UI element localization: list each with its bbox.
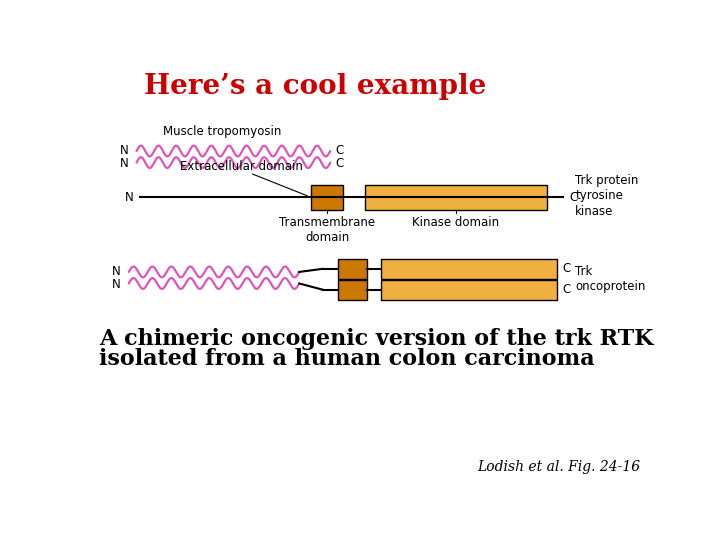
Text: N: N <box>120 144 129 157</box>
Bar <box>338 259 367 279</box>
Text: Muscle tropomyosin: Muscle tropomyosin <box>163 125 281 138</box>
Text: N: N <box>120 157 129 170</box>
Bar <box>381 259 557 279</box>
Text: Trk
oncoprotein: Trk oncoprotein <box>575 265 646 294</box>
Text: A chimeric oncogenic version of the trk RTK: A chimeric oncogenic version of the trk … <box>99 328 654 350</box>
Bar <box>338 280 367 300</box>
Text: C: C <box>335 144 343 157</box>
Text: Trk protein
tyrosine
kinase: Trk protein tyrosine kinase <box>575 174 639 218</box>
Text: Here’s a cool example: Here’s a cool example <box>144 72 487 99</box>
Bar <box>311 185 343 210</box>
Text: isolated from a human colon carcinoma: isolated from a human colon carcinoma <box>99 348 595 370</box>
Text: N: N <box>112 265 121 278</box>
Text: C: C <box>569 191 577 204</box>
Text: N: N <box>112 278 121 291</box>
Bar <box>381 280 557 300</box>
Text: Transmembrane
domain: Transmembrane domain <box>279 215 375 244</box>
Text: Lodish et al. Fig. 24-16: Lodish et al. Fig. 24-16 <box>477 461 640 475</box>
Text: C: C <box>562 262 570 275</box>
Text: C: C <box>562 283 570 296</box>
Text: C: C <box>335 157 343 170</box>
Text: Extracellular domain: Extracellular domain <box>181 160 303 173</box>
Text: Kinase domain: Kinase domain <box>413 215 500 229</box>
Text: N: N <box>125 191 133 204</box>
Bar <box>365 185 547 210</box>
